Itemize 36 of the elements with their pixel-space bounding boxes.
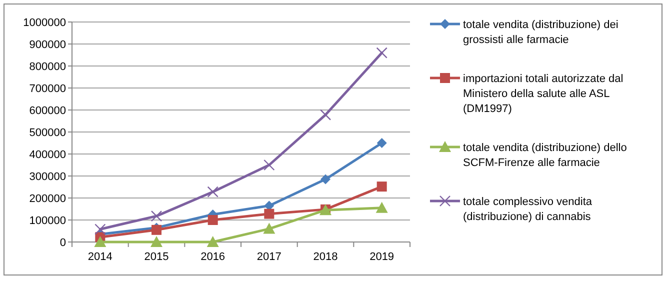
point [264,159,275,171]
point [150,236,162,247]
x-tick-label: 2014 [88,251,112,263]
x-tick-label: 2015 [144,251,169,263]
y-tick-label: 300000 [29,170,66,183]
point [376,202,388,213]
y-tick-label: 100000 [29,214,66,227]
point [263,222,276,234]
x-tick-label: 2019 [370,251,394,263]
legend-label: totale vendita (distribuzione) dei grossisti alle farmacie [463,18,618,46]
point [264,208,274,219]
y-tick-label: 700000 [29,82,66,95]
y-tick-label: 500000 [29,126,66,139]
point [94,224,106,235]
y-tick-label: 400000 [29,148,66,161]
legend-label: totale complessivo vendita (distribuzione) di cannabis [463,196,593,223]
point [150,210,162,222]
y-tick-label: 600000 [29,104,66,117]
x-tick-label: 2017 [256,251,282,263]
point [376,138,387,148]
x-tick-label: 2018 [313,251,338,263]
y-tick-label: 200000 [29,192,66,205]
point [208,215,218,225]
y-tick-label: 1000000 [23,16,66,29]
y-tick-label: 900000 [29,38,66,51]
point [376,47,388,58]
point [320,174,330,184]
legend-label: totale vendita (distribuzione) dello SCFM-Firenze alle farmacie [463,142,627,169]
point [207,186,218,198]
legend-label: importazioni totali autorizzate dal Ministero della salute alle ASL (DM1997) [463,72,624,115]
x-tick-label: 2016 [200,251,226,263]
y-tick-label: 0 [60,236,66,249]
point [94,236,106,247]
point [376,182,387,192]
y-tick-label: 800000 [29,60,66,73]
point [206,236,219,247]
